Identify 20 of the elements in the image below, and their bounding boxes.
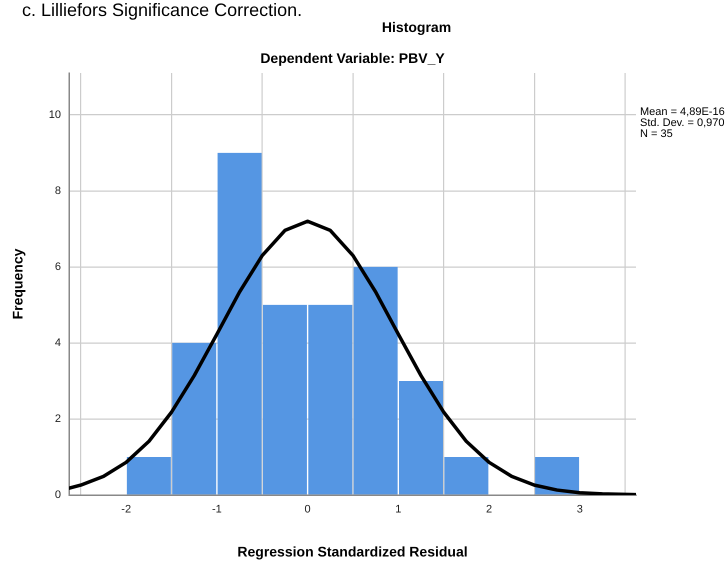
x-tick-label: 2 [486, 504, 492, 516]
x-tick-label: 3 [576, 504, 583, 516]
text: c. Lilliefors Significance Correction. [22, 0, 302, 20]
x-tick-label: -1 [212, 504, 222, 516]
chart-subtitle: Dependent Variable: PBV_Y [260, 50, 446, 66]
text: N = 35 [640, 128, 673, 140]
y-axis-title: Frequency [9, 248, 26, 320]
text: Std. Dev. = 0,970 [640, 117, 724, 129]
text: Mean = 4,89E-16 [640, 106, 725, 118]
x-tick-label: 1 [395, 504, 402, 516]
x-tick-label: -2 [121, 504, 132, 516]
y-tick-label: 0 [54, 489, 62, 502]
y-tick-label: 8 [54, 184, 62, 197]
y-tick-label: 10 [48, 108, 62, 121]
y-tick-label: 2 [54, 412, 62, 425]
y-tick-label: 6 [54, 260, 62, 273]
x-tick-label: 0 [304, 504, 311, 516]
chart-title: Histogram [382, 19, 452, 35]
y-tick-label: 4 [54, 336, 62, 349]
x-axis-title: Regression Standardized Residual [237, 543, 468, 560]
